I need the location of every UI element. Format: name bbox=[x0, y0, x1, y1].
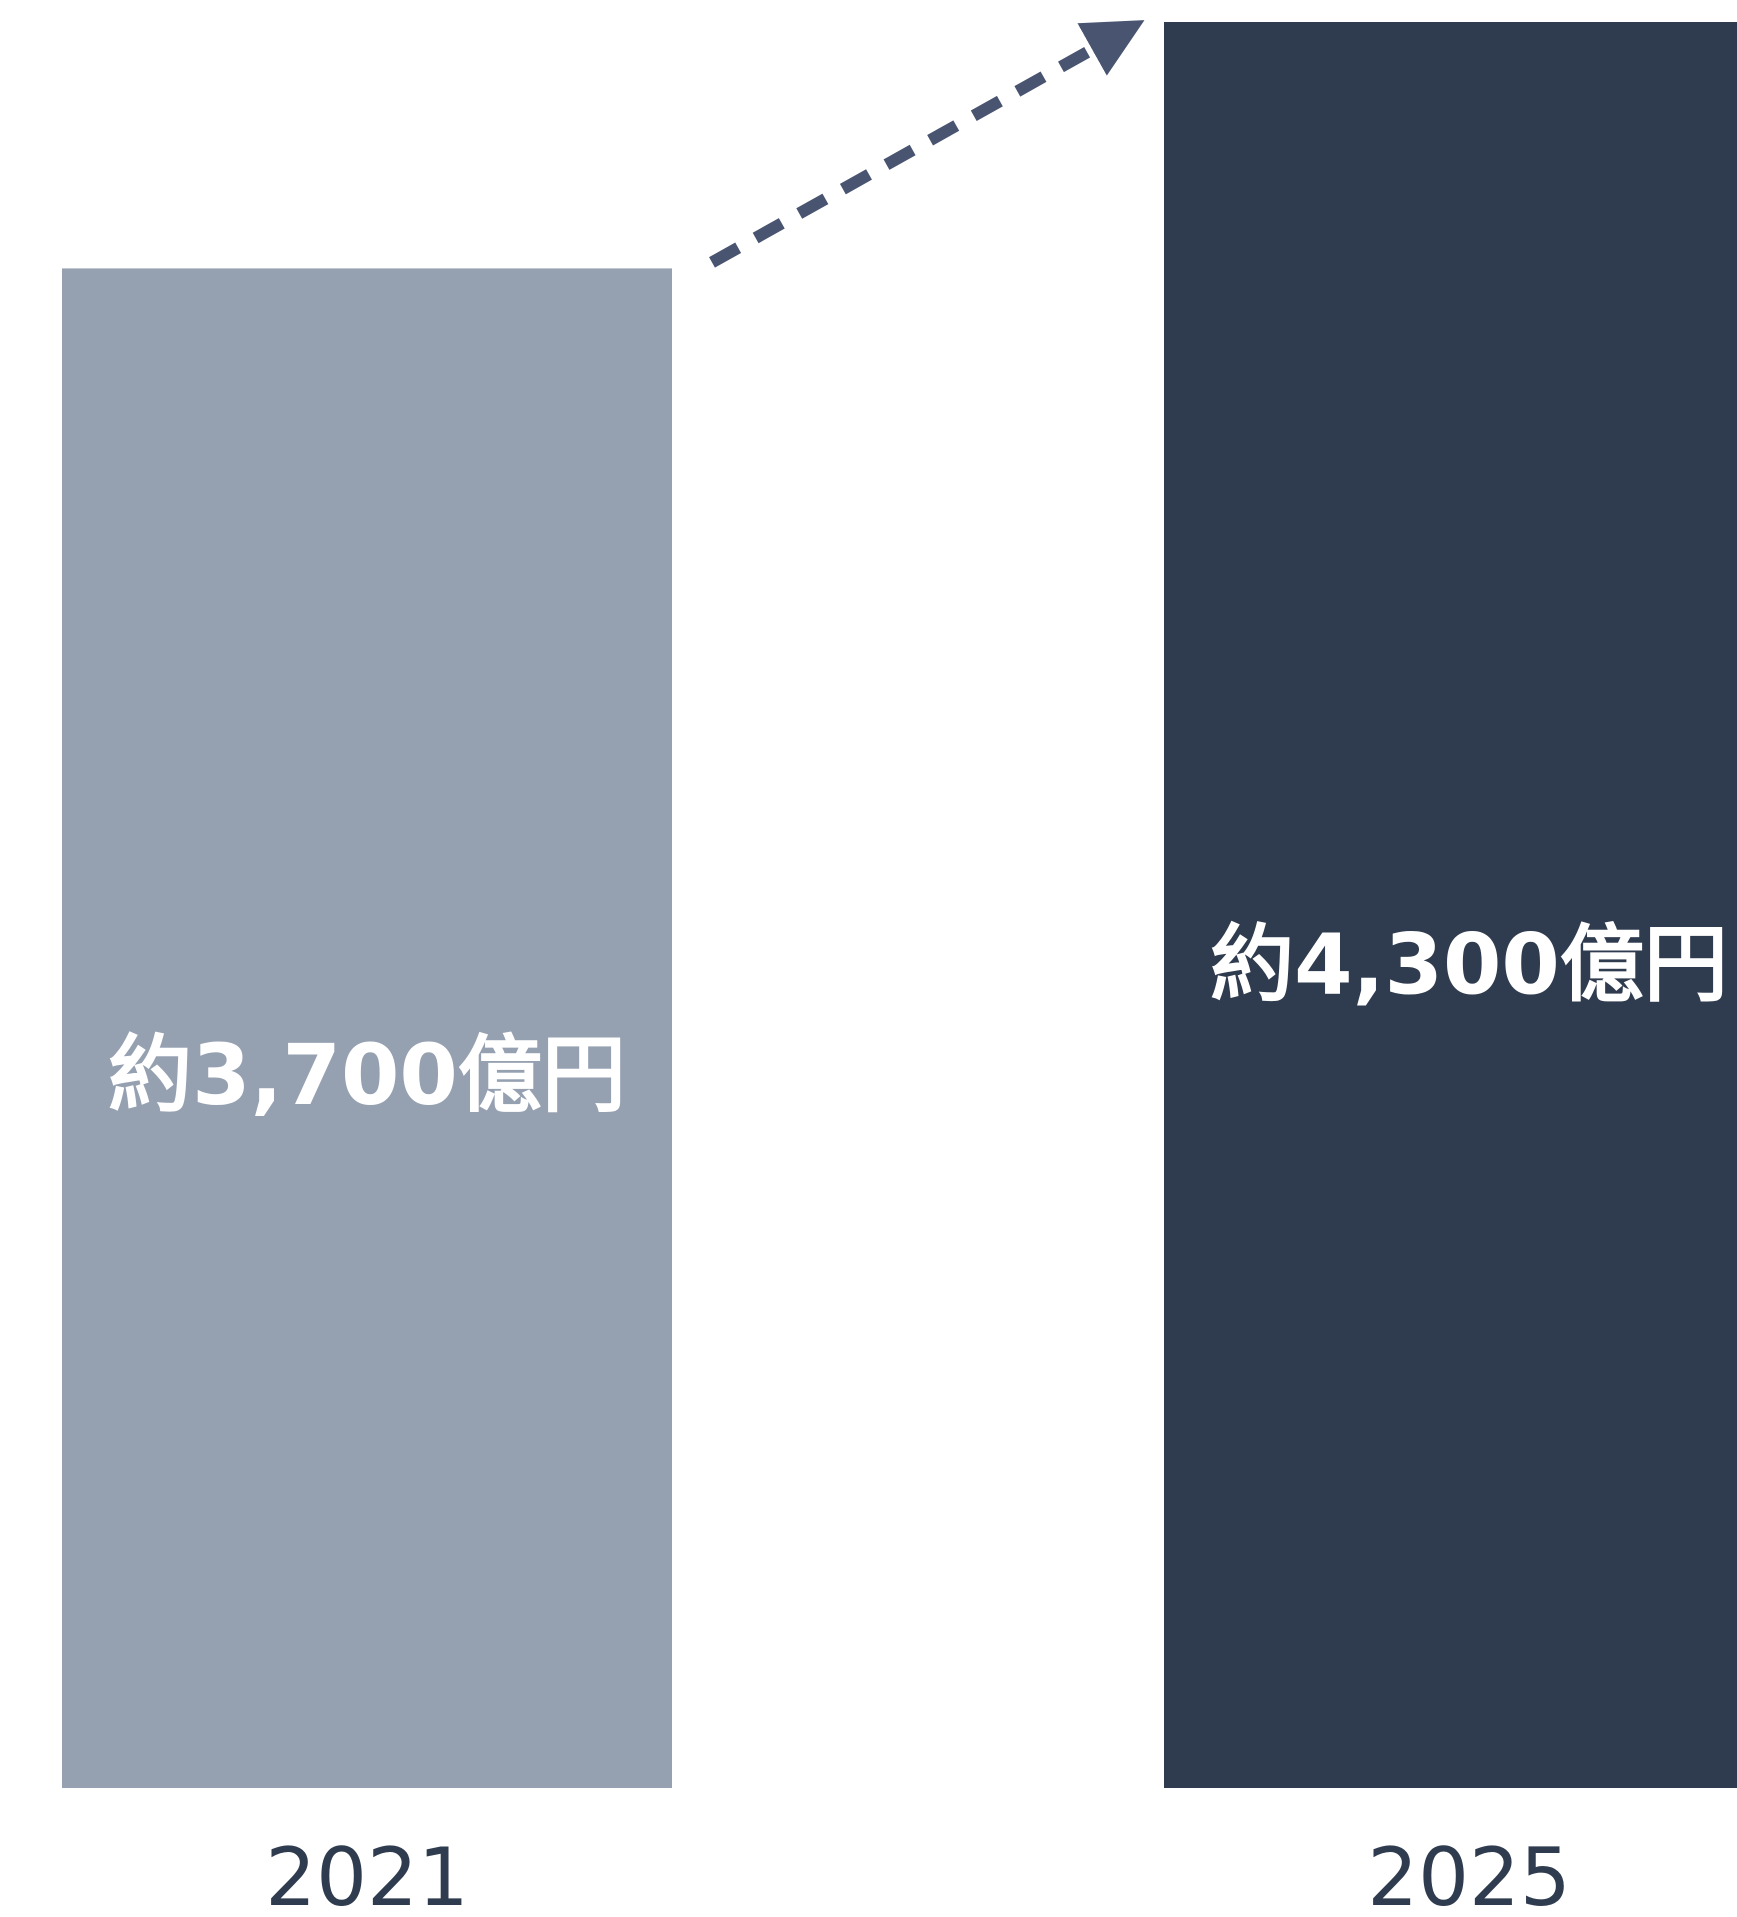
bar-2021 bbox=[62, 268, 672, 1789]
bars-layer bbox=[62, 22, 1737, 1789]
bar-value-label-2025: 約4,300億円 bbox=[1210, 915, 1728, 1013]
bar-value-label-2021: 約3,700億円 bbox=[108, 1026, 626, 1124]
x-tick-label-2025: 2025 bbox=[1367, 1831, 1571, 1917]
x-tick-label-2021: 2021 bbox=[265, 1831, 469, 1917]
bar-2025 bbox=[1164, 22, 1737, 1788]
growth-arrow bbox=[709, 20, 1145, 268]
growth-arrow-layer bbox=[709, 20, 1145, 268]
labels-layer: 約3,700億円 2021 約4,300億円 2025 bbox=[108, 915, 1728, 1917]
